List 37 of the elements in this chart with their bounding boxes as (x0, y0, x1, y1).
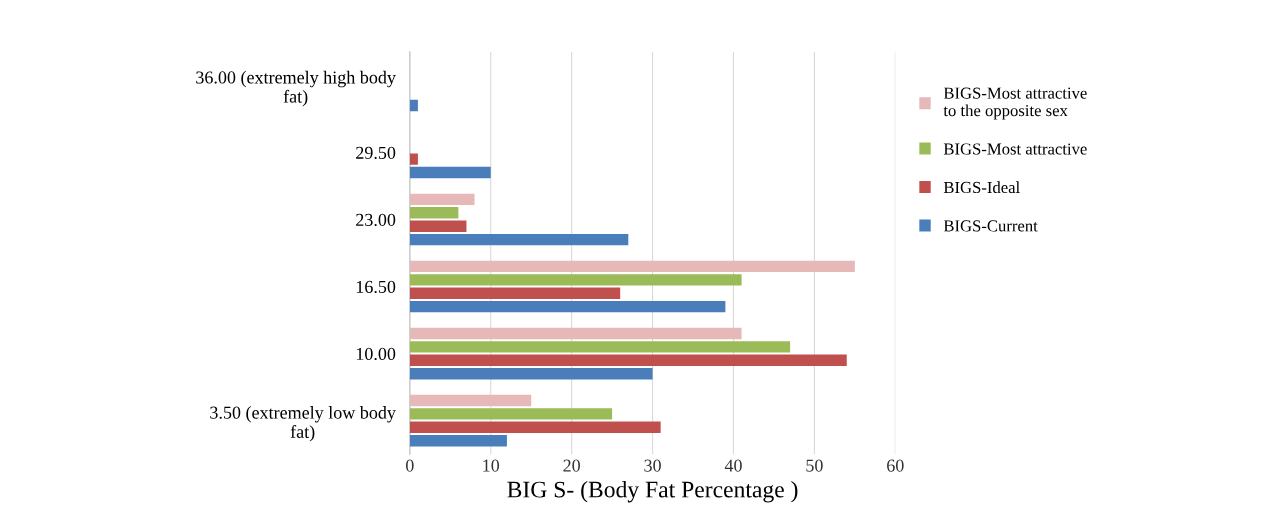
bar (409, 220, 467, 232)
y-tick-label: 29.50 (356, 146, 396, 159)
bar (409, 193, 475, 206)
bar (409, 327, 742, 340)
legend-label: BIGS-Most attractive to the opposite sex (943, 87, 1087, 120)
bar (409, 207, 459, 219)
bar (409, 274, 742, 286)
bar (409, 367, 653, 380)
legend-label: BIGS-Ideal (943, 181, 1020, 194)
y-tick-label: 10.00 (356, 347, 396, 361)
legend-label: BIGS-Most attractive (943, 143, 1087, 155)
bar (409, 354, 847, 366)
bar (409, 233, 629, 246)
y-tick-label: 16.50 (356, 280, 396, 294)
bar (409, 341, 791, 353)
y-tick-label: 23.00 (356, 213, 396, 227)
x-tick-label: 30 (644, 459, 661, 472)
bar (409, 300, 726, 313)
bar (409, 421, 661, 434)
bar (409, 153, 418, 165)
x-tick-label: 20 (563, 459, 580, 472)
legend-label: BIGS-Current (943, 220, 1038, 232)
x-tick-label: 40 (724, 459, 742, 472)
bar (409, 260, 855, 273)
y-tick-label: 36.00 (extremely high body fat) (196, 70, 396, 107)
bar (409, 435, 507, 447)
bar (409, 287, 621, 299)
x-tick-label: 0 (406, 459, 414, 472)
bar (409, 166, 491, 179)
bar (409, 99, 418, 112)
x-tick-label: 10 (483, 459, 500, 472)
x-axis-title: BIG S- (Body Fat Percentage ) (507, 480, 798, 503)
bar (409, 394, 532, 407)
x-tick-label: 50 (806, 459, 823, 472)
x-tick-label: 60 (887, 459, 904, 472)
y-tick-label: 3.50 (extremely low body fat) (210, 406, 396, 442)
bar (409, 408, 613, 420)
